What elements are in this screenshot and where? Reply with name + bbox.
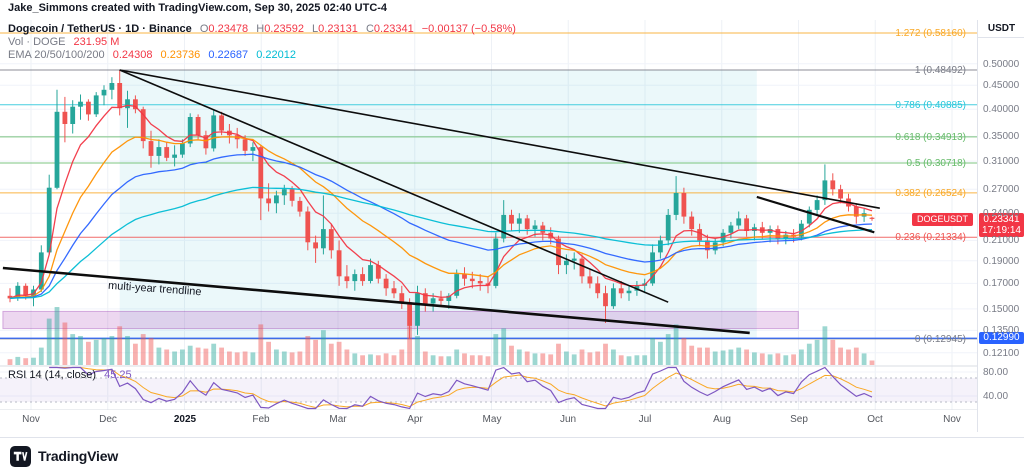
price-tick: 0.50000	[983, 59, 1020, 70]
date-tick: Nov	[943, 414, 961, 425]
main-chart-canvas[interactable]	[0, 20, 977, 432]
price-tick: 0.15000	[983, 304, 1020, 315]
symbol-title: Dogecoin / TetherUS · 1D · Binance	[8, 23, 192, 35]
low-label: L	[312, 23, 319, 35]
candles-layer	[7, 70, 875, 339]
attribution-text: Jake_Simmons created with TradingView.co…	[8, 2, 388, 14]
trendline-descending-resistance-long	[119, 69, 880, 209]
tradingview-logo-text: TradingView	[38, 448, 119, 464]
volume-bars	[7, 307, 875, 365]
fib-level-label[interactable]: 1 (0.48492)	[914, 65, 966, 76]
ema-label: EMA 20/50/100/200	[8, 49, 105, 61]
ema100-value: 0.22687	[208, 49, 249, 61]
date-tick: Jul	[638, 414, 652, 425]
close-label: C	[365, 23, 374, 35]
trendlines[interactable]	[2, 69, 880, 335]
volume-label: Vol · DOGE	[8, 36, 66, 48]
rsi-tick: 80.00	[983, 367, 1009, 378]
low-value: 0.23131	[318, 23, 358, 35]
date-tick: Oct	[867, 414, 883, 425]
fib-level-label[interactable]: 0.382 (0.26524)	[895, 188, 966, 199]
bottom-toolbar: TradingView	[0, 437, 1024, 473]
date-tick: Jun	[559, 414, 577, 425]
price-tick: 0.17000	[983, 278, 1020, 289]
fib-level-label[interactable]: 0.5 (0.30718)	[906, 158, 967, 169]
close-value: 0.23341	[373, 23, 414, 35]
date-axis[interactable]: Nov Dec 2025 Feb Mar Apr May Jun Jul Aug Sep Oct Nov	[0, 410, 977, 432]
tradingview-logo[interactable]: TradingView	[10, 445, 119, 467]
symbol-legend[interactable]: Dogecoin / TetherUS · 1D · Binance O0.23…	[8, 23, 516, 35]
date-tick: Feb	[252, 414, 270, 425]
rsi-label: RSI 14 (14, close)	[8, 369, 97, 381]
fib-level-label[interactable]: 0.236 (0.21334)	[895, 232, 966, 243]
price-tick: 0.35000	[983, 131, 1020, 142]
price-tick: 0.40000	[983, 104, 1020, 115]
rsi-legend[interactable]: RSI 14 (14, close) 45.25	[8, 369, 132, 381]
rsi-pane	[0, 366, 977, 410]
ema20-value: 0.24308	[112, 49, 153, 61]
date-tick: Dec	[99, 414, 117, 425]
price-alert-badge[interactable]: 0.12990	[979, 332, 1024, 344]
fib-level-label[interactable]: 0.786 (0.40885)	[895, 100, 966, 111]
fib-level-label[interactable]: 0.618 (0.34913)	[895, 132, 966, 143]
open-value: 0.23478	[208, 23, 249, 35]
date-tick: Sep	[790, 414, 808, 425]
ema-lines	[9, 104, 873, 299]
trendline-short-term-descending	[756, 195, 875, 234]
ema200-value: 0.22012	[256, 49, 296, 61]
price-tick: 0.19000	[983, 256, 1020, 267]
price-tick: 0.31000	[983, 156, 1020, 167]
date-tick: Nov	[22, 414, 40, 425]
high-value: 0.23592	[264, 23, 304, 35]
volume-value: 231.95 M	[73, 36, 120, 48]
tradingview-logo-icon	[10, 445, 31, 467]
trendline-descending-resistance-steep	[119, 69, 669, 303]
volume-legend[interactable]: Vol · DOGE 231.95 M	[8, 36, 119, 48]
price-tick: 0.24000	[983, 208, 1020, 219]
trendline-multi-year-trendline	[2, 266, 750, 335]
fib-level-label[interactable]: 0 (0.12945)	[914, 334, 966, 345]
date-tick: Mar	[329, 414, 347, 425]
rsi-value: 45.25	[104, 369, 132, 381]
open-label: O	[199, 23, 209, 35]
current-price-badge: 0.23341 17:19:14	[979, 213, 1024, 237]
ema50-value: 0.23736	[160, 49, 201, 61]
price-tick: 0.12100	[983, 348, 1020, 359]
price-axis[interactable]: USDT 0.23341 17:19:14 0.12990 0.50000 0.4…	[977, 20, 1024, 432]
symbol-price-tag: DOGEUSDT	[911, 213, 973, 226]
price-tick: 0.45000	[983, 80, 1020, 91]
current-price-value: 0.23341	[983, 214, 1020, 225]
price-tick: 0.13500	[983, 325, 1020, 336]
date-tick: Aug	[713, 414, 731, 425]
price-tick: 0.21000	[983, 235, 1020, 246]
date-tick: May	[482, 414, 502, 425]
change-value: −0.00137 (−0.58%)	[421, 23, 516, 35]
date-tick: 2025	[173, 414, 197, 425]
ema-legend[interactable]: EMA 20/50/100/200 0.24308 0.23736 0.2268…	[8, 49, 296, 61]
price-tick: 0.27000	[983, 184, 1020, 195]
fib-level-label[interactable]: 1.272 (0.58160)	[895, 28, 966, 39]
rsi-tick: 40.00	[983, 391, 1009, 402]
high-label: H	[256, 23, 265, 35]
price-axis-currency: USDT	[978, 20, 1024, 38]
date-tick: Apr	[407, 414, 423, 425]
bar-countdown: 17:19:14	[982, 225, 1021, 236]
